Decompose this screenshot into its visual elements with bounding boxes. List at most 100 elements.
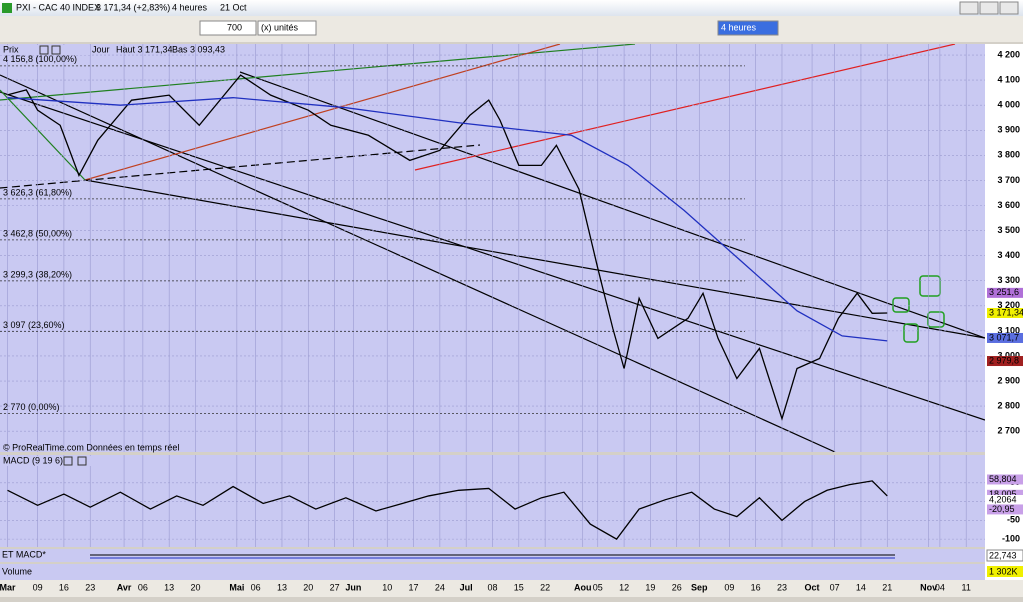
timeframe-select[interactable] [717, 20, 779, 36]
panel-header-bg [0, 456, 105, 466]
minimize-button[interactable] [959, 1, 979, 15]
trend-line [84, 44, 561, 181]
volume-panel [0, 564, 985, 580]
y-tick-label: 3 900 [997, 125, 1020, 135]
x-tick-label: 16 [59, 582, 69, 592]
x-tick-label: 20 [190, 582, 200, 592]
fib-label: 4 156,8 (100,00%) [3, 54, 77, 64]
x-tick-label: 24 [435, 582, 445, 592]
y-tick-label: 3 600 [997, 200, 1020, 210]
x-tick-label: 14 [856, 582, 866, 592]
x-tick-label: Avr [117, 582, 132, 592]
panel-title: Prix [3, 44, 19, 54]
x-tick-label: 04 [935, 582, 945, 592]
y-tick-label: -50 [1007, 515, 1020, 525]
window-date: 21 Oct [220, 2, 247, 12]
x-tick-label: 13 [277, 582, 287, 592]
units: (x) unités [261, 22, 299, 32]
source-label: © ProRealTime.com Données en temps réel [3, 442, 179, 452]
price-label: 2 979,8 [989, 355, 1019, 365]
x-tick-label: 19 [645, 582, 655, 592]
volume-value-box [987, 566, 1023, 577]
app-icon [2, 3, 12, 13]
price-label: -20,95 [989, 504, 1015, 514]
window-price: 3 171,34 (+2,83%) [96, 2, 170, 12]
units-select[interactable] [257, 20, 317, 36]
x-tick-label: 06 [138, 582, 148, 592]
y-tick-label: 3 100 [997, 325, 1020, 335]
price-label-box [987, 494, 1023, 505]
price-label: 3 171,34 [989, 307, 1023, 317]
x-tick-label: 12 [619, 582, 629, 592]
x-tick-label: 22 [540, 582, 550, 592]
high-label: Haut 3 171,34 [116, 44, 173, 54]
y-tick-label: 2 700 [997, 426, 1020, 436]
y-tick-label: 3 800 [997, 150, 1020, 160]
x-tick-label: 09 [33, 582, 43, 592]
window-title: PXI - CAC 40 INDEX [16, 2, 100, 12]
fib-label: 2 770 (0,00%) [3, 402, 60, 412]
x-tick-label: 20 [303, 582, 313, 592]
y-tick-label: 3 200 [997, 300, 1020, 310]
trend-line [0, 89, 86, 181]
price-label-box [987, 287, 1023, 298]
y-tick-label: 4 100 [997, 74, 1020, 84]
panel-header-bg [0, 45, 90, 55]
price-label: 18,005 [989, 489, 1017, 499]
fib-label: 3 462,8 (50,00%) [3, 228, 72, 238]
units-count: 700 [227, 22, 242, 32]
y-tick-label: -100 [1002, 533, 1020, 543]
x-tick-label: 05 [593, 582, 603, 592]
price-label: 3 071,7 [989, 332, 1019, 342]
et-macd-label: ET MACD* [2, 549, 46, 559]
x-tick-label: 27 [330, 582, 340, 592]
y-tick-label: 3 700 [997, 175, 1020, 185]
price-label-box [987, 356, 1023, 367]
period-label: Jour [92, 44, 110, 54]
x-tick-label: 21 [882, 582, 892, 592]
price-label-box [987, 332, 1023, 343]
price-label-box [987, 489, 1023, 500]
x-tick-label: 07 [830, 582, 840, 592]
window-period: 4 heures [172, 2, 208, 12]
trend-line [414, 44, 956, 171]
x-tick-label: 08 [487, 582, 497, 592]
close-button[interactable] [999, 1, 1019, 15]
title-bar [0, 0, 1023, 16]
price-label-box [987, 307, 1023, 318]
y-tick-label: 2 900 [997, 375, 1020, 385]
x-tick-label: 16 [751, 582, 761, 592]
price-label: 58,804 [989, 474, 1017, 484]
price-line [7, 97, 888, 342]
low-label: Bas 3 093,43 [172, 44, 225, 54]
x-tick-label: Aou [574, 582, 592, 592]
units-count-input[interactable] [199, 20, 257, 36]
y-tick-label: 3 400 [997, 250, 1020, 260]
marker-box [927, 311, 945, 328]
x-tick-label: 23 [777, 582, 787, 592]
maximize-button[interactable] [979, 1, 999, 15]
et-macd-value: 22,743 [989, 550, 1017, 560]
x-tick-label: 09 [724, 582, 734, 592]
fib-label: 3 299,3 (38,20%) [3, 269, 72, 279]
volume-value: 1 302K [989, 566, 1018, 576]
tool-icon [51, 45, 61, 55]
x-tick-label: Nov [920, 582, 937, 592]
x-tick-label: 17 [409, 582, 419, 592]
x-tick-label: 13 [164, 582, 174, 592]
x-tick-label: Jun [345, 582, 361, 592]
price-line [7, 74, 888, 421]
x-tick-label: 23 [85, 582, 95, 592]
fib-label: 3 097 (23,60%) [3, 320, 65, 330]
timeframe: 4 heures [721, 22, 757, 32]
y-tick-label: 4 000 [997, 100, 1020, 110]
volume-label: Volume [2, 566, 32, 576]
x-axis-bar [0, 580, 1023, 597]
y-tick-label: 4 200 [997, 49, 1020, 59]
price-label: 4,2064 [989, 494, 1017, 504]
x-tick-label: Sep [691, 582, 708, 592]
x-tick-label: Mar [0, 582, 16, 592]
toolbar [0, 16, 1023, 42]
